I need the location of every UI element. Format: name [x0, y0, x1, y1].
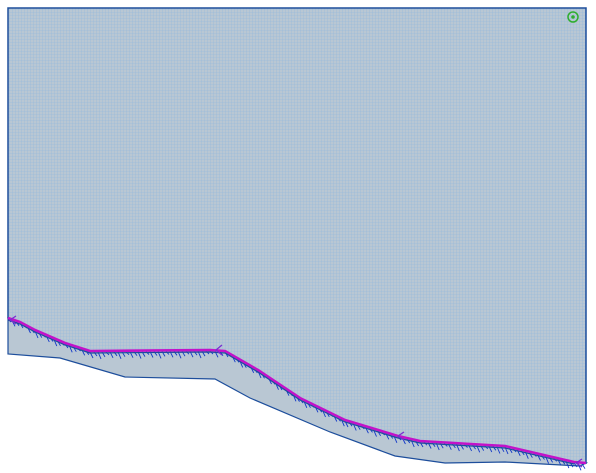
arrowhead-icon: [396, 431, 405, 441]
interface-profile-shadow: [7, 319, 575, 465]
vertex-markers: [8, 315, 583, 468]
flow-vector: [581, 463, 586, 469]
arrowhead-icon: [8, 315, 17, 325]
interface-profile[interactable]: [7, 316, 587, 465]
arrowhead-icon: [574, 458, 583, 468]
arrowhead-icon: [214, 344, 223, 356]
flow-vector: [573, 462, 578, 468]
target-icon[interactable]: [567, 11, 579, 23]
